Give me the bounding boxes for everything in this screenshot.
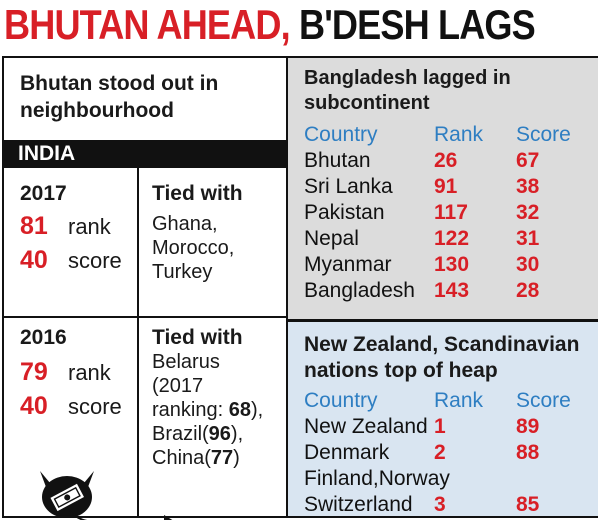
rank-cell: 1 [434, 415, 446, 438]
table-row: Bhutan 26 67 [304, 148, 594, 174]
india-panel-heading: Bhutan stood out in neighbourhood [20, 72, 219, 122]
score-2017-value: 40 [20, 246, 48, 274]
country-cell: Pakistan [304, 201, 385, 224]
column-header-rank: Rank [434, 389, 484, 412]
table-row: Denmark 2 88 [304, 440, 594, 466]
rank-2016-value: 79 [20, 358, 48, 386]
country-cell: Denmark [304, 441, 390, 464]
score-2017-label: score [68, 248, 122, 273]
rank-cell: 26 [434, 149, 458, 172]
score-cell: 28 [516, 279, 540, 302]
rank-cell: 122 [434, 227, 470, 250]
country-cell: Sri Lanka [304, 175, 393, 198]
tied-line: (2017 [152, 375, 204, 397]
rank-2016: 79 rank [20, 358, 111, 387]
score-cell: 67 [516, 149, 540, 172]
column-header-country: Country [304, 389, 378, 412]
headline-part-2: B'DESH LAGS [289, 1, 536, 48]
tied-text: ), [250, 399, 264, 421]
tied-line: China(77) [152, 446, 286, 470]
country-cell: Nepal [304, 227, 359, 250]
tied-text: ) [233, 447, 240, 469]
tied-rank: 96 [208, 423, 231, 445]
tied-rank: 77 [210, 447, 234, 469]
tied-with-2016-title: Tied with [152, 326, 243, 349]
score-cell: 85 [516, 493, 540, 516]
top-countries-title: New Zealand, Scandinavian nations top of… [304, 333, 580, 382]
score-cell: 38 [516, 175, 540, 198]
rank-2017-label: rank [68, 214, 111, 239]
infographic-frame: Bhutan stood out in neighbourhood INDIA … [2, 56, 598, 520]
score-cell: 31 [516, 227, 540, 250]
rank-2016-label: rank [68, 360, 111, 385]
india-2016-block: 2016 79 rank 40 score Tied with Belarus (2… [4, 318, 286, 520]
rank-cell: 143 [434, 279, 470, 302]
country-cell: New Zealand [304, 415, 428, 438]
score-cell: 32 [516, 201, 540, 224]
table-row: Bangladesh 143 28 [304, 278, 594, 304]
score-cell: 30 [516, 253, 540, 276]
score-cell: 88 [516, 441, 540, 464]
column-header-rank: Rank [434, 123, 484, 146]
tied-text: ), [230, 423, 244, 445]
country-cell: Switzerland [304, 493, 413, 516]
country-cell: Bangladesh [304, 279, 415, 302]
tied-text: China( [152, 447, 211, 469]
devil-money-icon [40, 471, 173, 520]
column-header-score: Score [516, 389, 571, 412]
rank-cell: 3 [434, 493, 446, 516]
rank-cell: 2 [434, 441, 446, 464]
top-countries-panel: New Zealand, Scandinavian nations top of… [286, 319, 598, 516]
rank-cell: 91 [434, 175, 458, 198]
rank-2017: 81 rank [20, 212, 111, 241]
subcontinent-table-header: Country Rank Score [304, 122, 594, 148]
table-row: New Zealand 1 89 [304, 414, 594, 440]
headline-part-1: BHUTAN AHEAD, [4, 1, 291, 48]
score-cell: 89 [516, 415, 540, 438]
tied-line: Belarus [152, 351, 220, 373]
subcontinent-title: Bangladesh lagged in subcontinent [304, 67, 511, 114]
tied-text: ranking: [152, 399, 229, 421]
india-panel: Bhutan stood out in neighbourhood INDIA … [4, 58, 286, 520]
country-cell: Finland,Norway [304, 467, 450, 490]
top-table-header: Country Rank Score [304, 388, 594, 414]
tied-with-2017-title: Tied with [152, 182, 243, 205]
tied-with-2017-text: Ghana, Morocco, Turkey [152, 213, 235, 283]
table-row: Myanmar 130 30 [304, 252, 594, 278]
table-row: Sri Lanka 91 38 [304, 174, 594, 200]
score-2016-value: 40 [20, 392, 48, 420]
rank-2017-value: 81 [20, 212, 48, 240]
india-section-label: INDIA [4, 140, 286, 168]
year-2017: 2017 [20, 182, 67, 205]
table-row: Pakistan 117 32 [304, 200, 594, 226]
headline: BHUTAN AHEAD, B'DESH LAGS [4, 1, 536, 48]
score-2017: 40 score [20, 246, 122, 275]
column-header-score: Score [516, 123, 571, 146]
country-cell: Myanmar [304, 253, 392, 276]
tied-with-2016-text: Belarus (2017 ranking: 68), Brazil(96), … [152, 350, 286, 470]
column-divider [137, 318, 139, 516]
india-2017-block: 2017 81 rank 40 score Tied with Ghana, Mor… [4, 168, 286, 318]
country-cell: Bhutan [304, 149, 371, 172]
tied-line: Brazil(96), [152, 422, 286, 446]
table-row: Nepal 122 31 [304, 226, 594, 252]
subcontinent-panel: Bangladesh lagged in subcontinent Countr… [286, 58, 598, 319]
table-row: Finland,Norway [304, 466, 594, 492]
column-divider [137, 168, 139, 316]
score-2016: 40 score [20, 392, 122, 421]
tied-text: Brazil( [152, 423, 209, 445]
table-row: Switzerland 3 85 [304, 492, 594, 518]
rank-cell: 130 [434, 253, 470, 276]
rank-cell: 117 [434, 201, 468, 224]
year-2016: 2016 [20, 326, 67, 349]
tied-line: ranking: 68), [152, 398, 286, 422]
score-2016-label: score [68, 394, 122, 419]
tied-rank: 68 [228, 399, 251, 421]
column-header-country: Country [304, 123, 378, 146]
